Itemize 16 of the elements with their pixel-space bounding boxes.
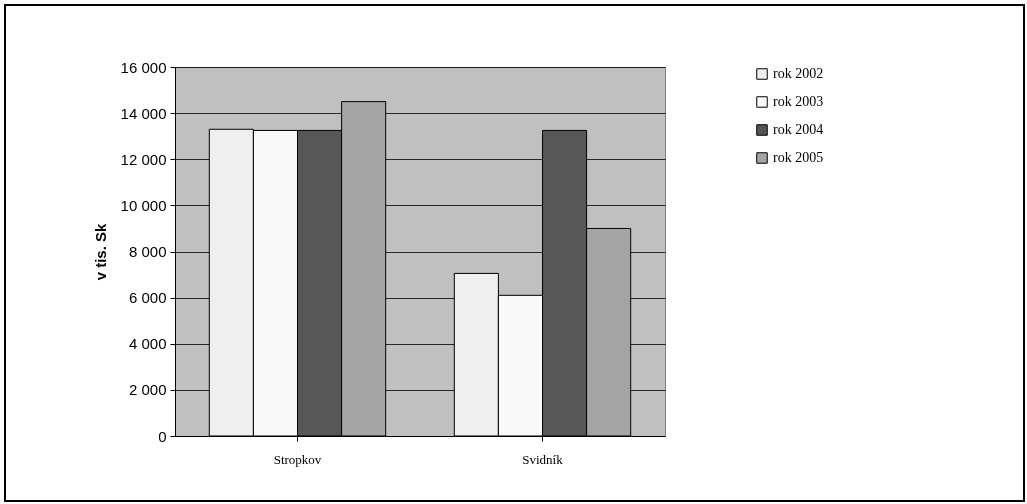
- legend-label: rok 2004: [773, 122, 824, 137]
- x-tick-label: Svidník: [522, 451, 564, 467]
- y-tick-label: 6 000: [128, 289, 167, 307]
- y-tick-label: 10 000: [120, 196, 167, 214]
- y-tick-label: 12 000: [120, 150, 167, 168]
- y-tick-label: 14 000: [120, 104, 167, 122]
- y-tick-label: 4 000: [128, 335, 167, 353]
- y-axis-title: v tis. Sk: [91, 223, 109, 281]
- legend-label: rok 2005: [773, 150, 824, 165]
- y-tick-label: 0: [158, 427, 167, 445]
- legend-label: rok 2002: [773, 66, 824, 81]
- x-tick-label: Stropkov: [273, 451, 322, 467]
- y-tick-label: 2 000: [128, 381, 167, 399]
- y-tick-label: 16 000: [120, 58, 167, 76]
- legend-label: rok 2003: [773, 94, 824, 109]
- y-tick-label: 8 000: [128, 243, 167, 260]
